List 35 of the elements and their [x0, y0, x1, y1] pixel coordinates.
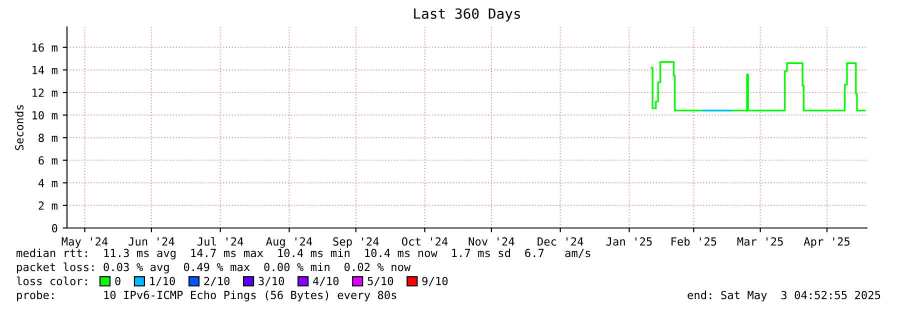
y-tick-label: 8 m	[38, 134, 58, 142]
legend-label: 3/10	[258, 276, 284, 286]
legend-label: 0	[115, 276, 120, 286]
x-tick-label: Apr '25	[804, 237, 850, 248]
y-tick-label: 4 m	[38, 178, 58, 188]
x-tick-label: Dec '24	[538, 237, 584, 246]
y-tick-label: 10 m	[32, 111, 58, 120]
x-tick-label: Feb '25	[672, 237, 716, 246]
x-tick-label: Nov '24	[468, 237, 514, 246]
legend-label: 9/10	[422, 276, 448, 286]
x-tick-label: Aug '24	[266, 237, 312, 248]
text: end: Sat May 3 04:52:55 2025	[688, 290, 880, 302]
x-tick-label: Mar '25	[737, 237, 783, 246]
x-tick-label: Jul '24	[198, 237, 244, 246]
text: packet loss: 0.03 % avg 0.49 % max 0.00 % min 0.02 % now	[17, 262, 411, 274]
text: median rtt: 11.3 ms avg 14.7 ms max 10.4 ms min 10.4 ms now 1.7 ms sd 6.7 am/s	[16, 248, 590, 260]
x-tick-label: Jun '24	[128, 237, 174, 246]
x-tick-label: May '24	[62, 237, 108, 248]
x-tick-label: Oct '24	[402, 237, 448, 246]
y-tick-label: 14 m	[32, 66, 58, 74]
legend-label: 2/10	[204, 276, 230, 286]
y-tick-label: 2 m	[38, 201, 58, 210]
legend-label: 1/10	[150, 276, 175, 286]
y-tick-label: 6 m	[38, 156, 58, 165]
y-tick-label: 12 m	[32, 88, 58, 97]
x-tick-label: Jan '25	[606, 237, 652, 246]
text: probe: 10 IPv6-ICMP Echo Pings (56 Bytes) every 80s	[17, 290, 396, 302]
x-tick-label: Sep '24	[333, 237, 379, 248]
chart-title: Last 360 Days	[414, 8, 520, 22]
y-axis-title: Seconds	[14, 105, 24, 150]
legend-label: 4/10	[313, 276, 339, 286]
y-tick-label: 0	[52, 224, 58, 232]
legend-title: loss color:	[16, 276, 87, 286]
legend-label: 5/10	[368, 276, 394, 286]
y-tick-label: 16 m	[32, 43, 58, 52]
